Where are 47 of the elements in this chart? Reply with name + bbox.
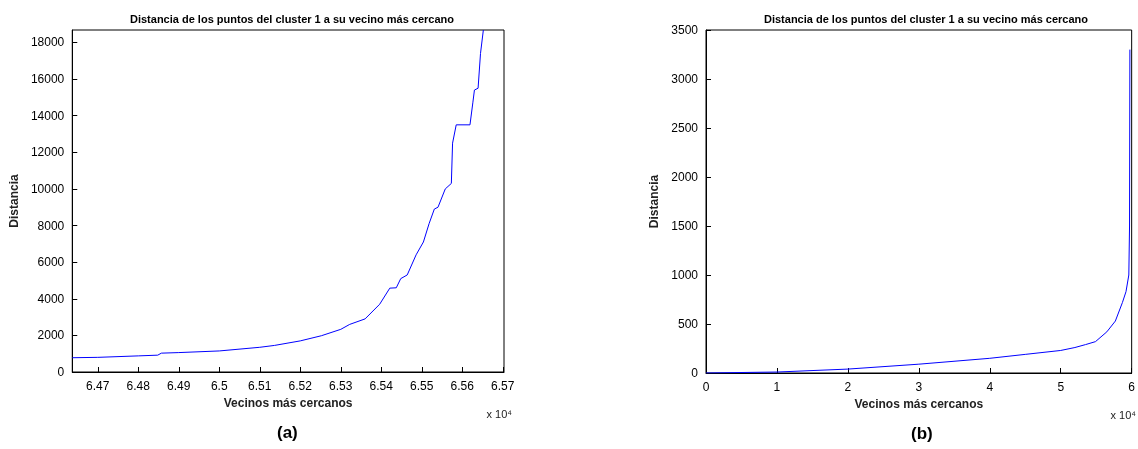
- text: x 10⁴: [1110, 408, 1137, 421]
- x-tick-label: 6.5: [210, 379, 228, 393]
- x-axis-title: Vecinos más cercanos: [223, 395, 353, 410]
- x-tick-label: 4: [986, 380, 994, 394]
- x-tick-label: 0: [702, 380, 710, 394]
- text: x 10⁴: [486, 407, 513, 420]
- y-tick-label: 2500: [671, 121, 699, 135]
- y-tick-label: 1500: [671, 219, 699, 233]
- y-axis-title: Distancia: [647, 174, 661, 229]
- x-tick-label: 3: [915, 380, 923, 394]
- y-tick-label: 12000: [30, 145, 65, 160]
- y-tick-label: 4000: [37, 291, 65, 306]
- chart-title: Distancia de los puntos del cluster 1 a su vecino más cercano: [763, 12, 1089, 25]
- x-tick-label: 6.48: [126, 379, 151, 393]
- line-series: [71, 29, 484, 359]
- text: (a): [277, 423, 298, 442]
- y-tick-label: 2000: [671, 170, 699, 184]
- y-tick-label: 3000: [671, 72, 699, 86]
- x-tick-label: 1: [773, 380, 781, 394]
- y-tick-label: 14000: [30, 108, 65, 123]
- y-tick-label: 500: [677, 317, 699, 331]
- y-tick-label: 0: [691, 366, 699, 380]
- x-tick-label: 6.55: [410, 379, 434, 393]
- x-tick-label: 2: [844, 380, 852, 394]
- chart-title: Distancia de los puntos del cluster 1 a su vecino más cercano: [129, 12, 455, 25]
- x-tick-label: 6.49: [167, 379, 191, 393]
- y-tick-label: 18000: [30, 35, 65, 50]
- x-tick-label: 6.56: [450, 379, 475, 393]
- y-tick-label: 16000: [30, 72, 65, 87]
- x-tick-label: 6.52: [288, 379, 313, 393]
- x-tick-label: 6.47: [86, 379, 110, 393]
- y-axis-title: Distancia: [7, 174, 21, 228]
- x-tick-label: 6.54: [369, 379, 394, 393]
- x-tick-label: 6.57: [491, 379, 515, 393]
- text: (b): [911, 424, 933, 443]
- y-tick-label: 8000: [37, 218, 65, 233]
- x-tick-label: 6: [1128, 380, 1136, 394]
- y-tick-label: 0: [57, 365, 65, 379]
- y-tick-label: 1000: [671, 268, 699, 282]
- y-tick-label: 3500: [671, 23, 699, 37]
- x-tick-label: 6.53: [329, 379, 353, 393]
- x-tick-label: 6.51: [248, 379, 272, 393]
- y-tick-label: 2000: [37, 328, 65, 343]
- y-tick-label: 6000: [37, 255, 65, 270]
- x-tick-label: 5: [1057, 380, 1065, 394]
- y-tick-label: 10000: [30, 181, 65, 196]
- x-axis-title: Vecinos más cercanos: [854, 396, 984, 411]
